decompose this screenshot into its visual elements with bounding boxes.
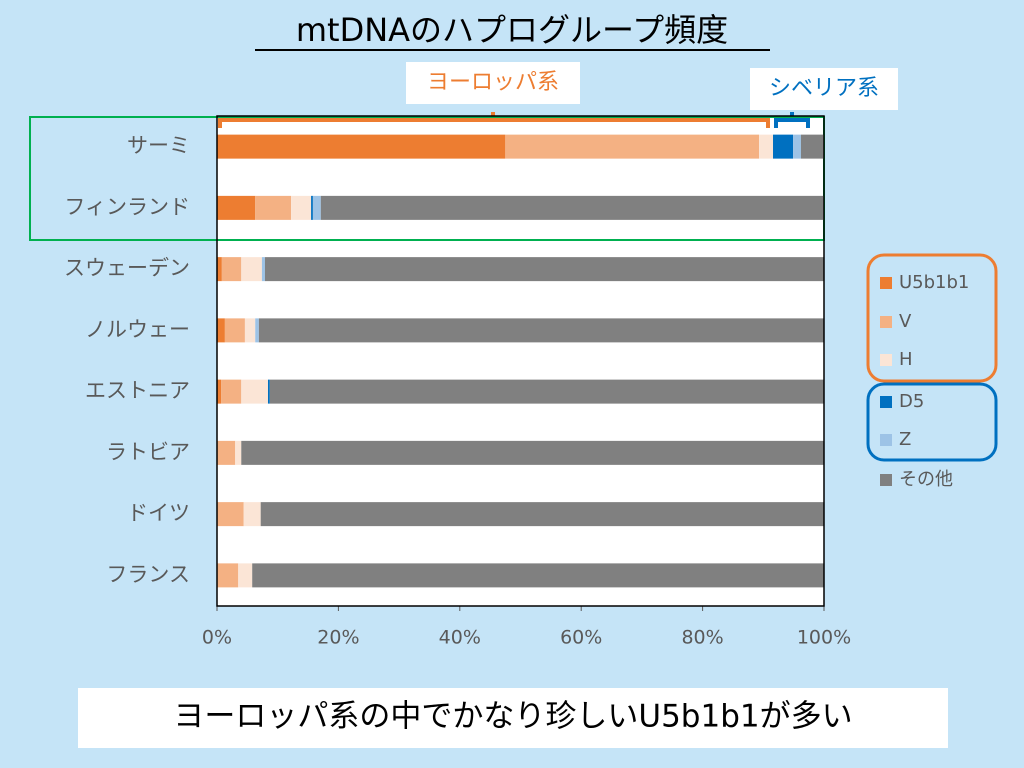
- legend-swatch: [880, 434, 892, 446]
- bar-segment: [312, 195, 321, 220]
- bar-segment: [264, 257, 824, 282]
- y-tick-label: フィンランド: [64, 195, 190, 219]
- bar-segment: [235, 440, 242, 465]
- legend-label: その他: [899, 469, 953, 490]
- bar-segment: [244, 318, 256, 343]
- bar-segment: [258, 318, 824, 343]
- bar-segment: [241, 379, 268, 404]
- legend-label: V: [899, 311, 912, 332]
- bar-segment: [800, 134, 824, 159]
- bar-segment: [773, 134, 794, 159]
- caption-box: [78, 688, 948, 748]
- bar-segment: [252, 563, 824, 588]
- y-tick-label: エストニア: [85, 379, 190, 403]
- legend-swatch: [880, 474, 892, 486]
- bar-segment: [217, 379, 222, 404]
- y-tick-label: ノルウェー: [85, 317, 190, 341]
- bar-segment: [311, 195, 313, 220]
- bar-segment: [224, 318, 245, 343]
- y-tick-label: スウェーデン: [64, 256, 190, 280]
- bar-segment: [320, 195, 824, 220]
- bar-segment: [221, 257, 242, 282]
- bar-segment: [217, 563, 239, 588]
- bar-segment: [238, 563, 253, 588]
- bar-segment: [291, 195, 312, 220]
- bar-segment: [269, 379, 825, 404]
- legend-swatch: [880, 316, 892, 328]
- x-tick-label: 80%: [681, 627, 723, 649]
- bar-segment: [217, 134, 506, 159]
- bar-segment: [241, 440, 824, 465]
- x-tick-label: 0%: [202, 627, 232, 649]
- legend-swatch: [880, 396, 892, 408]
- caption: ヨーロッパ系の中でかなり珍しいU5b1b1が多い: [173, 699, 852, 735]
- y-tick-label: ラトビア: [106, 440, 190, 464]
- legend-group-box: [866, 382, 998, 462]
- legend-group-box: [866, 253, 998, 383]
- y-tick-label: サーミ: [127, 134, 190, 158]
- x-tick-label: 40%: [439, 627, 481, 649]
- x-tick-label: 20%: [317, 627, 359, 649]
- legend-label: Z: [899, 429, 911, 450]
- plot-frame: [216, 115, 825, 607]
- bar-segment: [255, 318, 259, 343]
- legend-swatch: [880, 277, 892, 289]
- bar-segment: [267, 379, 270, 404]
- bar-segment: [793, 134, 801, 159]
- bar-segment: [255, 195, 292, 220]
- bar-segment: [217, 257, 222, 282]
- bar-segment: [505, 134, 760, 159]
- bar-segment: [217, 502, 244, 527]
- legend-swatch: [880, 354, 892, 366]
- annotation: ヨーロッパ系: [427, 70, 559, 95]
- bar-segment: [241, 257, 262, 282]
- plot-area: [217, 116, 824, 606]
- annotation-box: [750, 68, 898, 110]
- chart-title: mtDNAのハプログループ頻度: [296, 11, 728, 49]
- annotation-box: [406, 62, 580, 104]
- bar-segment: [759, 134, 774, 159]
- annotation: シベリア系: [769, 76, 879, 101]
- x-tick-label: 60%: [560, 627, 602, 649]
- legend-label: H: [899, 349, 913, 370]
- y-tick-label: フランス: [106, 562, 190, 586]
- bar-segment: [217, 195, 256, 220]
- legend-label: D5: [899, 391, 924, 412]
- bar-segment: [221, 379, 242, 404]
- y-tick-label: ドイツ: [127, 501, 190, 525]
- bar-segment: [217, 318, 225, 343]
- bar-segment: [217, 440, 236, 465]
- x-tick-label: 100%: [797, 627, 851, 649]
- bar-segment: [261, 257, 265, 282]
- bar-segment: [243, 502, 261, 527]
- legend-label: U5b1b1: [899, 272, 969, 293]
- bar-segment: [260, 502, 825, 527]
